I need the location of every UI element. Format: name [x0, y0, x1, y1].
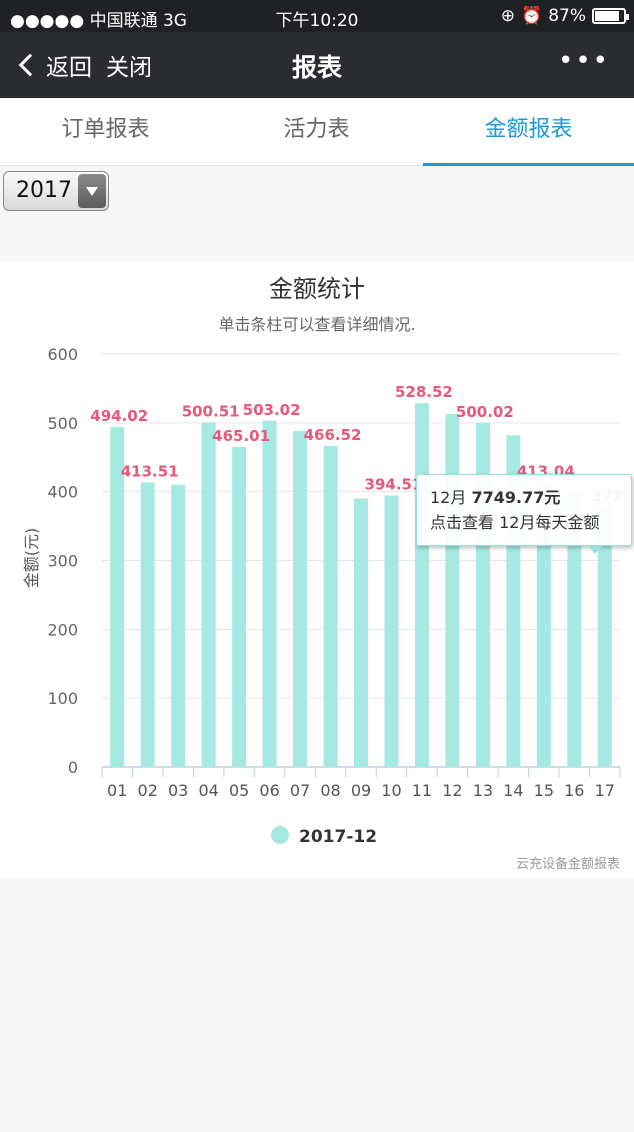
x-tick-label: 14 — [503, 781, 523, 800]
x-tick-label: 04 — [198, 781, 218, 800]
orientation-lock-icon: ⊕ — [500, 6, 516, 26]
x-tick-label: 10 — [381, 781, 401, 800]
tab-amount-report[interactable]: 金额报表 — [423, 98, 634, 166]
battery-icon — [592, 8, 629, 24]
y-tick-label: 100 — [47, 689, 78, 708]
chart-title: 金额统计 — [269, 275, 365, 303]
x-tick-label: 09 — [351, 781, 371, 800]
bar[interactable] — [201, 422, 216, 767]
data-label: 528.52 — [395, 383, 453, 401]
status-bar: ●●●●● 中国联通 3G 下午10:20 ⊕ ⏰ 87% — [0, 0, 634, 32]
back-button[interactable]: 返回 — [18, 48, 92, 82]
bar[interactable] — [567, 493, 582, 767]
status-right: ⊕ ⏰ 87% — [500, 6, 629, 26]
x-tick-label: 15 — [534, 781, 554, 800]
close-button[interactable]: 关闭 — [106, 55, 152, 81]
tab-order-report[interactable]: 订单报表 — [61, 117, 150, 142]
data-label: 500.02 — [456, 403, 514, 421]
carrier-label: ●●●●● 中国联通 3G — [10, 11, 187, 31]
y-tick-label: 400 — [47, 483, 78, 502]
x-tick-label: 11 — [412, 781, 432, 800]
x-tick-label: 12 — [442, 781, 462, 800]
year-select[interactable]: 2017 — [3, 171, 109, 211]
page-title: 报表 — [291, 53, 342, 82]
bar[interactable] — [384, 495, 399, 767]
year-select-value: 2017 — [16, 178, 72, 203]
x-tick-label: 02 — [138, 781, 158, 800]
bar[interactable] — [262, 420, 277, 767]
bar[interactable] — [293, 431, 308, 767]
legend-swatch[interactable] — [271, 826, 289, 844]
chart-card: 金额统计 单击条柱可以查看详细情况. 0 100 200 300 400 500 600 01… — [0, 261, 634, 877]
data-label: 500.51 — [182, 402, 240, 420]
tooltip-hint: 点击查看 12月每天金额 — [430, 513, 600, 532]
y-tick-label: 300 — [47, 552, 78, 571]
legend-label[interactable]: 2017-12 — [299, 827, 377, 847]
bar[interactable] — [140, 482, 155, 767]
tooltip-pointer — [587, 545, 603, 554]
x-tick-label: 01 — [107, 781, 127, 800]
bar[interactable] — [354, 498, 368, 767]
x-tick-label: 16 — [564, 781, 584, 800]
clock-label: 下午10:20 — [275, 11, 359, 31]
bar[interactable] — [414, 403, 429, 767]
bar[interactable] — [171, 484, 186, 767]
data-label: 494.02 — [90, 407, 148, 425]
back-label: 返回 — [46, 55, 92, 81]
y-tick-label: 500 — [47, 414, 78, 433]
x-tick-label: 17 — [595, 781, 615, 800]
battery-percent: 87% — [548, 6, 586, 26]
bar[interactable] — [232, 446, 247, 767]
x-tick-label: 03 — [168, 781, 188, 800]
y-tick-label: 600 — [47, 345, 78, 364]
data-label: 394.51 — [365, 475, 423, 493]
bar[interactable] — [110, 426, 125, 767]
bar[interactable] — [323, 445, 338, 767]
bar[interactable] — [445, 413, 460, 767]
x-tick-label: 05 — [229, 781, 249, 800]
x-tick-label: 06 — [259, 781, 279, 800]
data-label: 466.52 — [304, 426, 362, 444]
alarm-icon: ⏰ — [521, 6, 543, 26]
chart-tooltip[interactable]: 12月 7749.77元 点击查看 12月每天金额 — [416, 474, 632, 546]
data-label: 413.51 — [121, 462, 179, 480]
data-label: 465.01 — [212, 427, 270, 445]
x-tick-label: 08 — [320, 781, 340, 800]
tab-activity[interactable]: 活力表 — [283, 117, 350, 142]
x-tick-label: 07 — [290, 781, 310, 800]
more-icon[interactable]: ••• — [557, 46, 610, 76]
nav-bar: 返回 关闭 报表 ••• — [0, 32, 634, 98]
x-tick-label: 13 — [473, 781, 493, 800]
amount-chart: 金额统计 单击条柱可以查看详细情况. 0 100 200 300 400 500 600 01… — [22, 275, 622, 872]
y-axis-title: 金额(元) — [22, 528, 41, 589]
tooltip-month: 12月 — [430, 488, 472, 507]
bar[interactable] — [597, 507, 612, 767]
chart-subtitle: 单击条柱可以查看详细情况. — [218, 315, 415, 334]
chart-credits: 云充设备金额报表 — [516, 856, 620, 872]
bar[interactable] — [536, 482, 551, 767]
data-label: 503.02 — [243, 401, 301, 419]
report-tabs: 订单报表 活力表 金额报表 — [0, 98, 634, 166]
y-tick-label: 200 — [47, 620, 78, 639]
chevron-down-icon — [78, 174, 106, 208]
y-tick-label: 0 — [68, 758, 78, 777]
tooltip-total: 7749.77元 — [471, 488, 561, 507]
